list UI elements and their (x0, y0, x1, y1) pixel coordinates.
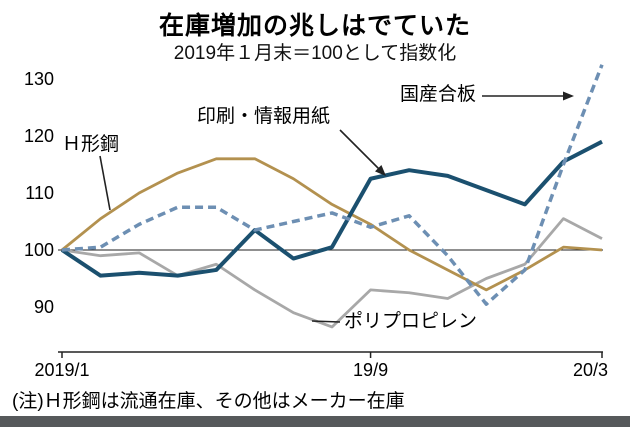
y-tick-label: 110 (25, 183, 54, 203)
x-tick-label: 19/9 (353, 360, 388, 380)
pointer-h-beam (99, 155, 111, 211)
y-tick-label: 120 (24, 126, 54, 146)
x-tick-label: 2019/1 (34, 360, 89, 380)
chart-title: 在庫増加の兆しはでていた (158, 12, 471, 40)
page-edge-strip (0, 416, 630, 427)
arrowhead-printing-paper (375, 165, 386, 176)
chart-footnote: (注)Ｈ形鋼は流通在庫、その他はメーカー在庫 (12, 391, 405, 412)
series-label-polypropylene: ポリプロピレン (344, 311, 478, 332)
series-label-printing-paper: 印刷・情報用紙 (197, 106, 331, 127)
y-tick-label: 90 (34, 297, 54, 317)
arrowhead-domestic-plywood (563, 91, 574, 101)
series-label-h-beam: Ｈ形鋼 (62, 134, 120, 155)
x-tick-label: 20/3 (573, 360, 608, 380)
line-h-beam (61, 157, 603, 292)
line-printing-paper (60, 139, 603, 278)
line-chart: 2019/1 19/9 20/3 90 100 110 120 130 (24, 64, 608, 380)
chart-subtitle: 2019年１月末＝100として指数化 (173, 43, 457, 64)
series-label-domestic-plywood: 国産合板 (400, 84, 477, 105)
pointer-polypropylene (311, 320, 341, 323)
pointer-printing-paper (339, 129, 380, 170)
y-tick-label: 100 (24, 240, 54, 260)
line-polypropylene (61, 217, 603, 329)
y-tick-label: 130 (24, 69, 54, 89)
line-domestic-plywood (61, 64, 604, 306)
